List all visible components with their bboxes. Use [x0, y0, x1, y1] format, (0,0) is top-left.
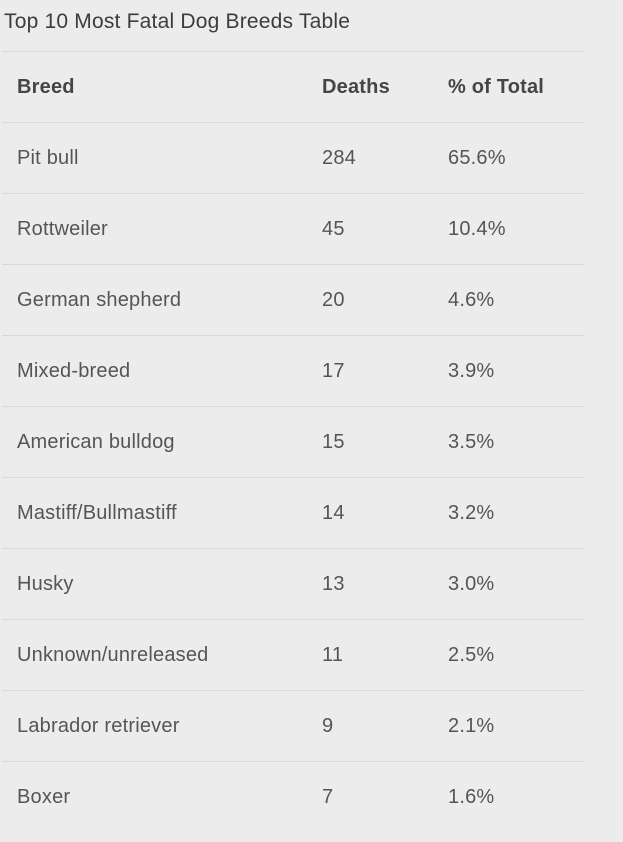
deaths-cell: 13: [322, 572, 345, 595]
percent-cell: 4.6%: [448, 288, 495, 311]
breed-cell: Pit bull: [17, 146, 79, 169]
percent-cell: 2.5%: [448, 643, 495, 666]
table-row: Unknown/unreleased 11 2.5%: [2, 620, 585, 691]
breed-cell: Labrador retriever: [17, 714, 180, 737]
deaths-cell: 20: [322, 288, 345, 311]
breed-cell: American bulldog: [17, 430, 175, 453]
deaths-cell: 9: [322, 714, 334, 737]
table-row: Pit bull 284 65.6%: [2, 123, 585, 194]
percent-cell: 1.6%: [448, 785, 495, 808]
breed-cell: Mixed-breed: [17, 359, 131, 382]
percent-cell: 3.0%: [448, 572, 495, 595]
column-header-deaths: Deaths: [322, 75, 390, 98]
percent-cell: 3.9%: [448, 359, 495, 382]
table-row: Husky 13 3.0%: [2, 549, 585, 620]
percent-cell: 10.4%: [448, 217, 506, 240]
breed-cell: Rottweiler: [17, 217, 108, 240]
breed-cell: Boxer: [17, 785, 71, 808]
deaths-cell: 11: [322, 643, 344, 666]
deaths-cell: 15: [322, 430, 345, 453]
deaths-cell: 14: [322, 501, 345, 524]
table-header: Breed Deaths % of Total: [2, 51, 585, 123]
deaths-cell: 7: [322, 785, 334, 808]
percent-cell: 65.6%: [448, 146, 506, 169]
breed-cell: German shepherd: [17, 288, 182, 311]
table-row: Boxer 7 1.6%: [2, 762, 585, 833]
fatal-dog-breeds-table: Breed Deaths % of Total Pit bull 284 65.…: [2, 51, 585, 832]
table-row: Mixed-breed 17 3.9%: [2, 336, 585, 407]
table-body: Pit bull 284 65.6% Rottweiler 45 10.4% G…: [2, 123, 585, 833]
deaths-cell: 284: [322, 146, 356, 169]
table-row: Mastiff/Bullmastiff 14 3.2%: [2, 478, 585, 549]
column-header-breed: Breed: [17, 75, 75, 98]
deaths-cell: 17: [322, 359, 345, 382]
table-row: American bulldog 15 3.5%: [2, 407, 585, 478]
header-row: Breed Deaths % of Total: [2, 51, 585, 123]
percent-cell: 3.5%: [448, 430, 495, 453]
table-row: German shepherd 20 4.6%: [2, 265, 585, 336]
breed-cell: Unknown/unreleased: [17, 643, 209, 666]
breed-cell: Mastiff/Bullmastiff: [17, 501, 177, 524]
page-title: Top 10 Most Fatal Dog Breeds Table: [4, 10, 351, 33]
column-header-percent: % of Total: [448, 75, 545, 98]
percent-cell: 2.1%: [448, 714, 495, 737]
percent-cell: 3.2%: [448, 501, 495, 524]
table-row: Labrador retriever 9 2.1%: [2, 691, 585, 762]
table-row: Rottweiler 45 10.4%: [2, 194, 585, 265]
breed-cell: Husky: [17, 572, 74, 595]
deaths-cell: 45: [322, 217, 345, 240]
